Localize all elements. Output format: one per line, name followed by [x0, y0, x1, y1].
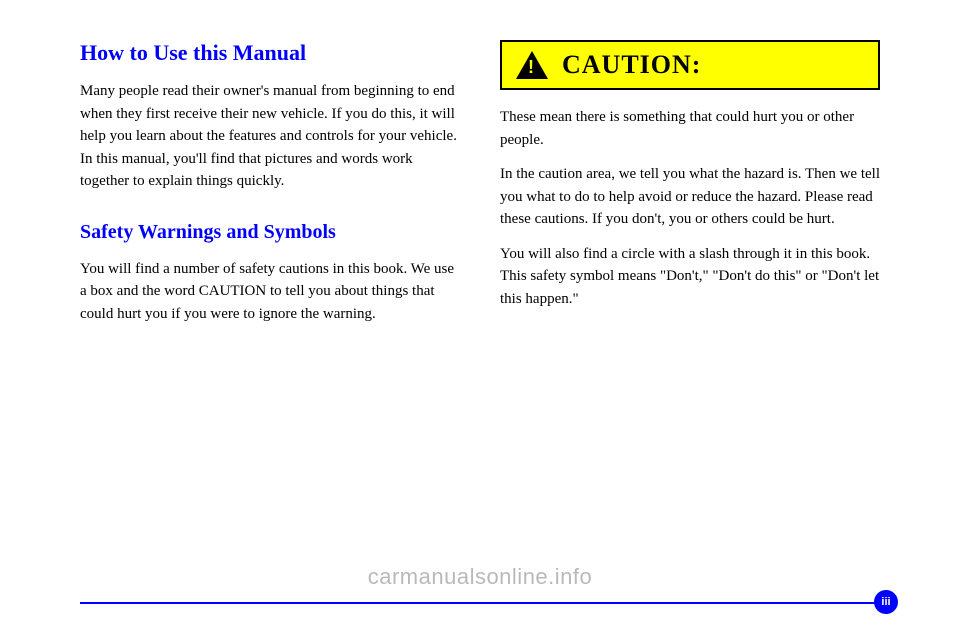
right-column: CAUTION: These mean there is something t… [500, 40, 880, 337]
caution-label: CAUTION: [562, 50, 701, 80]
caution-area-paragraph: In the caution area, we tell you what th… [500, 163, 880, 231]
warning-triangle-icon [516, 51, 548, 79]
safety-paragraph: You will find a number of safety caution… [80, 258, 460, 326]
page-container: How to Use this Manual Many people read … [0, 0, 960, 357]
watermark: carmanualsonline.info [368, 564, 593, 590]
left-column: How to Use this Manual Many people read … [80, 40, 460, 337]
caution-box: CAUTION: [500, 40, 880, 90]
heading-how-to-use: How to Use this Manual [80, 40, 460, 66]
footer-rule [80, 602, 880, 604]
caution-meaning-paragraph: These mean there is something that could… [500, 106, 880, 151]
circle-slash-paragraph: You will also find a circle with a slash… [500, 243, 880, 311]
intro-paragraph: Many people read their owner's manual fr… [80, 80, 460, 193]
page-number: iii [874, 590, 898, 614]
heading-safety-warnings: Safety Warnings and Symbols [80, 221, 460, 244]
